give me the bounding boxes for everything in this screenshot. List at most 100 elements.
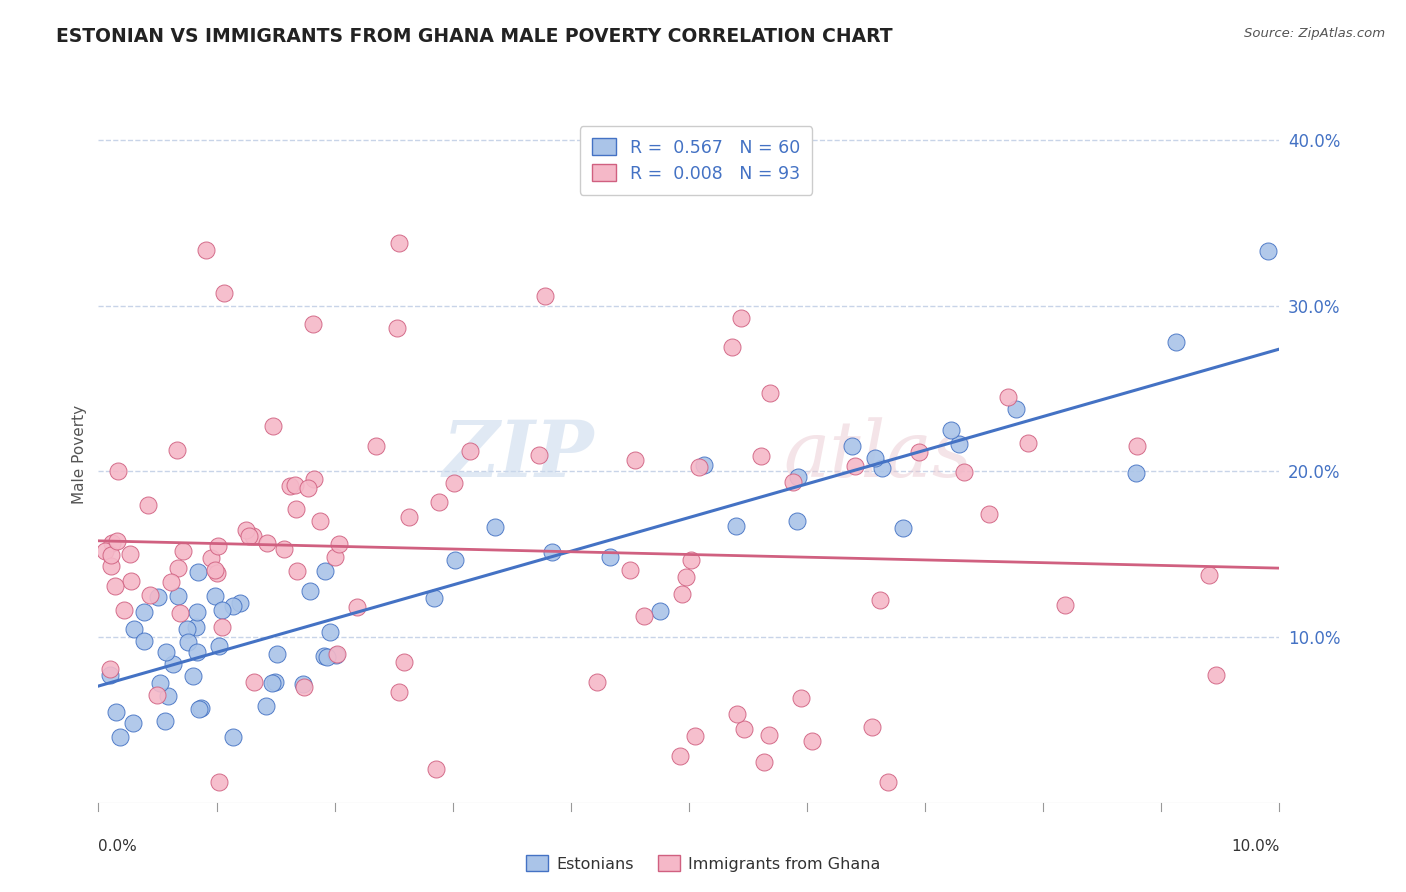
Point bbox=[392, 656, 415, 670]
Point bbox=[284, 478, 307, 492]
Point bbox=[297, 481, 319, 495]
Point bbox=[183, 669, 205, 683]
Point bbox=[876, 774, 898, 789]
Point bbox=[120, 574, 142, 588]
Point bbox=[599, 550, 621, 565]
Point bbox=[693, 458, 716, 473]
Point bbox=[229, 596, 252, 610]
Text: ESTONIAN VS IMMIGRANTS FROM GHANA MALE POVERTY CORRELATION CHART: ESTONIAN VS IMMIGRANTS FROM GHANA MALE P… bbox=[56, 27, 893, 45]
Point bbox=[675, 570, 697, 584]
Point bbox=[891, 520, 914, 534]
Point bbox=[1125, 466, 1147, 480]
Point bbox=[188, 702, 211, 716]
Point bbox=[98, 662, 121, 676]
Point bbox=[177, 635, 200, 649]
Point bbox=[285, 564, 308, 578]
Point bbox=[184, 619, 207, 633]
Point bbox=[302, 317, 325, 331]
Point bbox=[238, 529, 260, 543]
Point bbox=[138, 498, 160, 512]
Point bbox=[146, 591, 169, 605]
Point bbox=[977, 508, 1000, 522]
Point bbox=[862, 720, 884, 734]
Point bbox=[648, 604, 671, 618]
Point bbox=[159, 575, 181, 590]
Text: Source: ZipAtlas.com: Source: ZipAtlas.com bbox=[1244, 27, 1385, 40]
Point bbox=[388, 236, 411, 251]
Point bbox=[730, 311, 752, 326]
Point bbox=[98, 668, 121, 682]
Point bbox=[204, 563, 226, 577]
Point bbox=[169, 607, 191, 621]
Point bbox=[298, 583, 321, 598]
Point bbox=[1257, 244, 1279, 259]
Point bbox=[211, 620, 233, 634]
Point bbox=[186, 645, 208, 659]
Point bbox=[425, 762, 447, 776]
Point bbox=[149, 675, 172, 690]
Point bbox=[273, 541, 295, 556]
Point bbox=[167, 589, 190, 603]
Point bbox=[186, 605, 208, 619]
Point bbox=[681, 553, 703, 567]
Point bbox=[720, 341, 742, 355]
Point bbox=[172, 544, 194, 558]
Point bbox=[429, 494, 451, 508]
Point bbox=[366, 439, 388, 453]
Point bbox=[688, 459, 710, 474]
Point bbox=[235, 523, 257, 537]
Point bbox=[242, 529, 264, 543]
Point bbox=[423, 591, 446, 605]
Point bbox=[326, 647, 349, 661]
Point bbox=[759, 386, 782, 401]
Text: 0.0%: 0.0% bbox=[98, 839, 138, 855]
Point bbox=[1017, 436, 1039, 450]
Point bbox=[444, 553, 467, 567]
Point bbox=[786, 514, 808, 528]
Point bbox=[841, 439, 863, 453]
Point bbox=[541, 545, 564, 559]
Point bbox=[260, 676, 283, 690]
Point bbox=[145, 689, 167, 703]
Point bbox=[758, 728, 780, 742]
Point bbox=[619, 563, 641, 577]
Point bbox=[100, 548, 122, 562]
Point bbox=[633, 608, 655, 623]
Point bbox=[863, 450, 886, 465]
Point bbox=[205, 566, 228, 581]
Point bbox=[527, 448, 550, 462]
Point bbox=[266, 647, 288, 661]
Point bbox=[671, 587, 693, 601]
Point bbox=[323, 549, 346, 564]
Point bbox=[941, 423, 963, 437]
Point bbox=[312, 648, 335, 663]
Point bbox=[388, 685, 411, 699]
Point bbox=[460, 444, 482, 458]
Point bbox=[948, 437, 970, 451]
Point bbox=[280, 479, 302, 493]
Point bbox=[749, 450, 772, 464]
Point bbox=[107, 464, 129, 478]
Point bbox=[195, 244, 218, 258]
Point bbox=[1054, 598, 1077, 612]
Y-axis label: Male Poverty: Male Poverty bbox=[72, 405, 87, 505]
Point bbox=[190, 700, 212, 714]
Text: ZIP: ZIP bbox=[443, 417, 595, 493]
Point bbox=[242, 675, 264, 690]
Point bbox=[94, 543, 117, 558]
Point bbox=[204, 589, 226, 603]
Point bbox=[1005, 401, 1028, 416]
Point bbox=[997, 390, 1019, 404]
Point bbox=[207, 539, 229, 553]
Point bbox=[162, 657, 184, 671]
Point bbox=[869, 593, 891, 607]
Point bbox=[325, 648, 347, 662]
Point bbox=[787, 470, 810, 484]
Point bbox=[398, 509, 420, 524]
Point bbox=[176, 622, 198, 636]
Point bbox=[953, 465, 976, 479]
Point bbox=[105, 533, 128, 548]
Text: 10.0%: 10.0% bbox=[1232, 839, 1279, 855]
Point bbox=[754, 756, 776, 770]
Point bbox=[624, 453, 647, 467]
